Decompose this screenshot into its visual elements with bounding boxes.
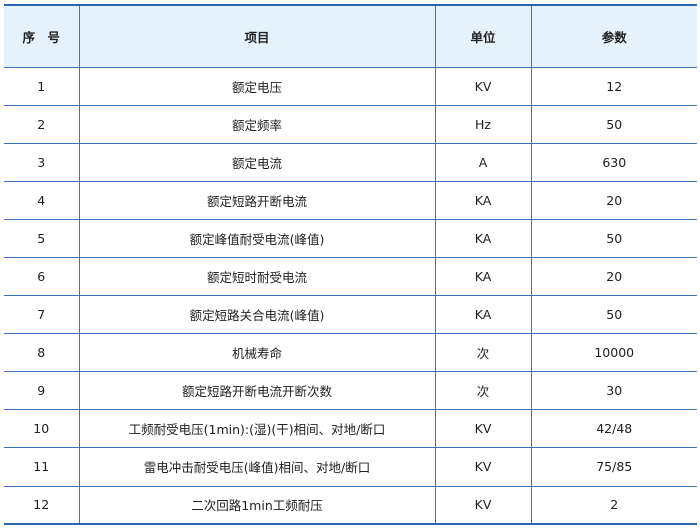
cell-no: 2 bbox=[4, 105, 80, 144]
table-row: 10 工频耐受电压(1min):(湿)(干)相间、对地/断口 KV 42/48 bbox=[4, 409, 697, 448]
cell-value: 75/85 bbox=[530, 447, 697, 487]
cell-item: 二次回路1min工频耐压 bbox=[78, 486, 436, 525]
table-row: 8 机械寿命次 10000 bbox=[4, 333, 697, 372]
cell-no: 5 bbox=[4, 219, 80, 258]
table-row: 7 额定短路关合电流(峰值) KA 50 bbox=[4, 295, 697, 334]
cell-item: 工频耐受电压(1min):(湿)(干)相间、对地/断口 bbox=[78, 409, 436, 448]
cell-no: 3 bbox=[4, 143, 80, 182]
cell-no: 8 bbox=[4, 333, 80, 372]
cell-value: 20 bbox=[530, 257, 697, 296]
cell-unit: KA bbox=[434, 219, 532, 258]
table-row: 1 额定电压 KV 12 bbox=[4, 67, 697, 106]
cell-value: 10000 bbox=[530, 333, 697, 372]
table-row: 2 额定频率 Hz 50 bbox=[4, 105, 697, 144]
cell-item: 雷电冲击耐受电压(峰值)相间、对地/断口 bbox=[78, 447, 436, 487]
cell-unit: KA bbox=[434, 181, 532, 220]
cell-unit: 次 bbox=[434, 333, 532, 372]
cell-item: 额定峰值耐受电流(峰值) bbox=[78, 219, 436, 258]
cell-item: 机械寿命 bbox=[78, 333, 436, 372]
cell-value: 630 bbox=[530, 143, 697, 182]
cell-item: 额定短路开断电流 bbox=[78, 181, 436, 220]
cell-value: 30 bbox=[530, 371, 697, 410]
cell-unit: A bbox=[434, 143, 532, 182]
header-row: 序 号 项目 单位 参数 bbox=[4, 5, 697, 67]
cell-unit: KV bbox=[434, 409, 532, 448]
cell-item: 额定短路关合电流(峰值) bbox=[78, 295, 436, 334]
cell-item: 额定短路开断电流开断次数 bbox=[78, 371, 436, 410]
cell-unit: KV bbox=[434, 486, 532, 525]
table-row: 9 额定短路开断电流开断次数次 30 bbox=[4, 371, 697, 410]
cell-value: 12 bbox=[530, 67, 697, 106]
cell-value: 20 bbox=[530, 181, 697, 220]
cell-no: 9 bbox=[4, 371, 80, 410]
table-row: 4 额定短路开断电流 KA 20 bbox=[4, 181, 697, 220]
cell-no: 4 bbox=[4, 181, 80, 220]
cell-value: 2 bbox=[530, 486, 697, 525]
cell-no: 12 bbox=[4, 486, 80, 525]
cell-item: 额定短时耐受电流 bbox=[78, 257, 436, 296]
table-row: 11 雷电冲击耐受电压(峰值)相间、对地/断口 KV 75/85 bbox=[4, 447, 697, 487]
table-row: 12 二次回路1min工频耐压 KV 2 bbox=[4, 486, 697, 525]
header-value: 参数 bbox=[530, 5, 697, 67]
table-row: 6 额定短时耐受电流 KA 20 bbox=[4, 257, 697, 296]
cell-item: 额定频率 bbox=[78, 105, 436, 144]
cell-value: 42/48 bbox=[530, 409, 697, 448]
cell-item: 额定电压 bbox=[78, 67, 436, 106]
header-unit: 单位 bbox=[434, 5, 532, 67]
header-no: 序 号 bbox=[4, 5, 80, 67]
cell-unit: Hz bbox=[434, 105, 532, 144]
table-row: 3 额定电流 A 630 bbox=[4, 143, 697, 182]
cell-value: 50 bbox=[530, 295, 697, 334]
parameters-table: 序 号 项目 单位 参数 1 额定电压 KV 12 2 额定频率 Hz 50 3 额定电流 A 630… bbox=[4, 4, 697, 525]
table-row: 5 额定峰值耐受电流(峰值) KA 50 bbox=[4, 219, 697, 258]
cell-unit: 次 bbox=[434, 371, 532, 410]
cell-no: 6 bbox=[4, 257, 80, 296]
cell-unit: KV bbox=[434, 447, 532, 487]
cell-item: 额定电流 bbox=[78, 143, 436, 182]
cell-unit: KA bbox=[434, 257, 532, 296]
header-item: 项目 bbox=[78, 5, 436, 67]
cell-no: 7 bbox=[4, 295, 80, 334]
cell-no: 10 bbox=[4, 409, 80, 448]
cell-unit: KV bbox=[434, 67, 532, 106]
cell-no: 1 bbox=[4, 67, 80, 106]
cell-no: 11 bbox=[4, 447, 80, 487]
cell-unit: KA bbox=[434, 295, 532, 334]
cell-value: 50 bbox=[530, 219, 697, 258]
cell-value: 50 bbox=[530, 105, 697, 144]
